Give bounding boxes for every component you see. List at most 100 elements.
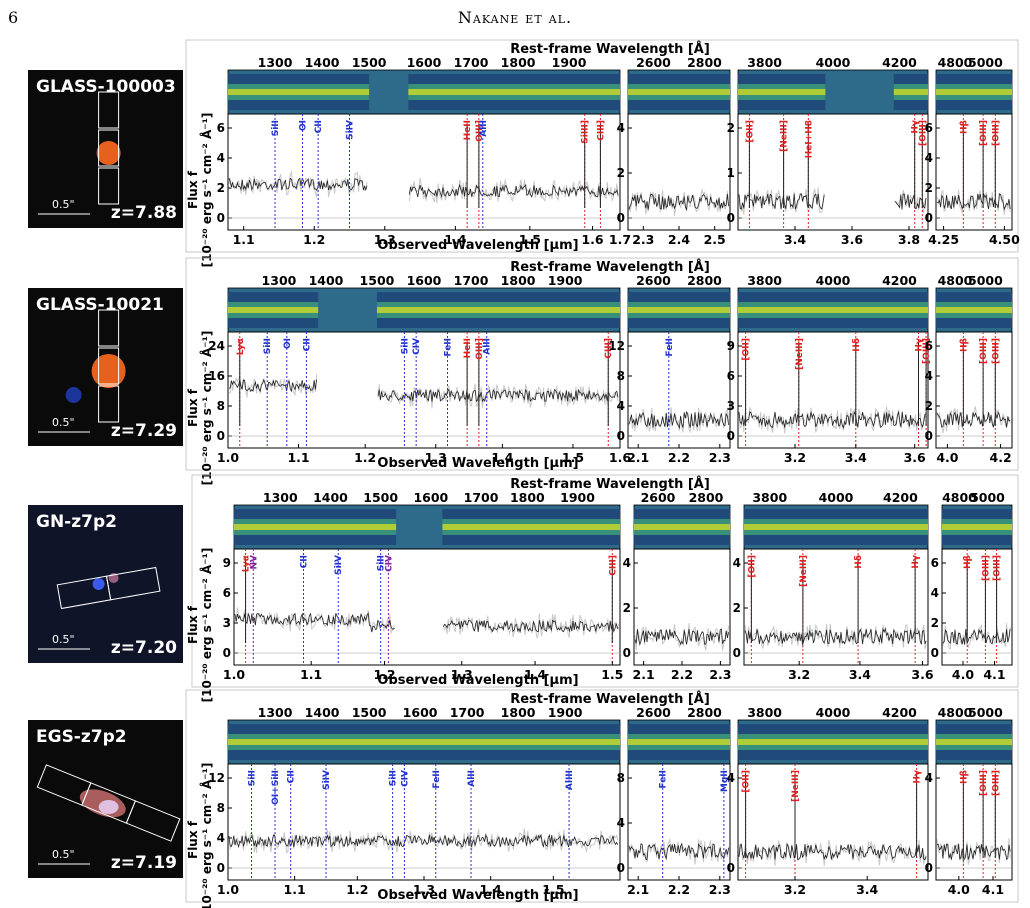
flux-axis-label: Flux f [10⁻²⁰ erg s⁻¹ cm⁻² Å⁻¹] xyxy=(186,548,214,703)
obs-tick-label: 1.2 xyxy=(346,882,368,897)
y-tick-label: 6 xyxy=(931,556,939,570)
y-tick-label: 0 xyxy=(925,429,933,443)
twod-trace xyxy=(376,307,620,313)
spectrum-axes xyxy=(935,113,1013,231)
line-label: SiII xyxy=(248,770,258,786)
spectrum-error xyxy=(634,623,730,651)
obs-tick-label: 2.1 xyxy=(633,667,655,682)
slit-box xyxy=(125,800,181,842)
line-label: FeII xyxy=(432,770,442,789)
rest-tick-label: 1900 xyxy=(552,55,587,70)
obs-tick-label: 3.4 xyxy=(849,667,871,682)
obs-tick-label: 2.3 xyxy=(632,232,654,247)
y-tick-label: 4 xyxy=(217,831,225,845)
spectrum-panel-3: 3800 4000 4200 0 4 [OII] [NeIII] Hγ 3.2 3.4 xyxy=(727,705,929,897)
spectrum-trace xyxy=(738,842,927,861)
spectrum-trace xyxy=(744,627,927,645)
twod-trace xyxy=(738,89,826,95)
rest-tick-label: 1300 xyxy=(263,490,298,505)
line-label: AlII xyxy=(479,120,489,137)
line-label: Hβ xyxy=(959,337,969,352)
spectrum-axes xyxy=(227,763,621,881)
spectrum-panel-2: 2600 2800 0 2 4 2.1 2.2 2.3 xyxy=(623,490,732,682)
spectrum-trace xyxy=(443,619,619,634)
galaxy-thumbnail: EGS-z7p2 z=7.19 0.5" xyxy=(28,720,183,878)
line-label: [NeIII] xyxy=(791,770,801,802)
y-tick-label: 4 xyxy=(617,816,625,830)
y-tick-label: 2 xyxy=(931,616,939,630)
y-tick-label: 6 xyxy=(925,121,933,135)
rest-tick-label: 1600 xyxy=(407,55,442,70)
redshift-label: z=7.88 xyxy=(111,203,177,223)
obs-tick-label: 4.25 xyxy=(928,232,959,247)
y-tick-label: 0 xyxy=(727,861,735,875)
y-tick-label: 2 xyxy=(623,601,631,615)
line-label: Hδ xyxy=(854,555,864,569)
line-label: SiIV xyxy=(334,555,344,575)
twod-trace xyxy=(408,89,620,95)
spectrum-trace xyxy=(942,628,1011,645)
line-label: CIII] xyxy=(596,120,606,141)
y-tick-label: 2 xyxy=(727,121,735,135)
thumbnail-background xyxy=(28,505,183,663)
y-tick-label: 6 xyxy=(217,121,225,135)
line-label: OIII] xyxy=(475,338,485,360)
obs-tick-label: 1.5 xyxy=(601,667,623,682)
y-tick-label: 0 xyxy=(217,429,225,443)
y-tick-label: 0 xyxy=(223,646,231,660)
y-tick-label: 24 xyxy=(208,339,225,353)
twod-trace xyxy=(936,89,1012,95)
flux-label-line1: Flux f xyxy=(186,820,200,859)
line-label: [NeIII] xyxy=(799,555,809,587)
spectrum-axes xyxy=(737,331,929,449)
rest-tick-label: 5000 xyxy=(968,55,1003,70)
obs-tick-label: 2.3 xyxy=(709,667,731,682)
spectrum-trace xyxy=(936,410,1011,428)
twod-trace xyxy=(628,739,730,745)
obs-tick-label: 4.0 xyxy=(948,882,970,897)
spectrum-axes xyxy=(627,763,731,881)
twod-trace xyxy=(936,307,1012,313)
spectrum-panel-3: 3800 4000 4200 0 2 4 [OII] [NeIII] Hδ Hγ 3.2 3.4 3.6 xyxy=(733,490,934,682)
spectrum-axes xyxy=(627,113,731,231)
y-tick-label: 2 xyxy=(925,399,933,413)
redshift-label: z=7.29 xyxy=(111,421,177,441)
line-label: SiIV xyxy=(346,120,356,140)
spectrum-panel-2: 2600 2800 0 4 8 FeII MgII 2.1 2.2 2.3 xyxy=(617,705,731,897)
spectrum-trace xyxy=(234,612,395,632)
obs-tick-label: 2.3 xyxy=(709,882,731,897)
spectrum-error xyxy=(228,170,368,199)
line-label: [NeIII] xyxy=(795,338,805,370)
obs-tick-label: 1.4 xyxy=(480,882,502,897)
y-tick-label: 8 xyxy=(617,771,625,785)
y-tick-label: 8 xyxy=(617,369,625,383)
line-label: NV xyxy=(249,555,259,570)
line-label: SiII xyxy=(263,338,273,354)
line-label: Hβ xyxy=(959,769,969,784)
y-tick-label: 0 xyxy=(217,861,225,875)
galaxy-thumbnail: GN-z7p2 z=7.20 0.5" xyxy=(28,505,183,663)
flux-label-line2: [10⁻²⁰ erg s⁻¹ cm⁻² Å⁻¹] xyxy=(199,548,214,703)
rest-tick-label: 2800 xyxy=(689,490,724,505)
y-tick-label: 0 xyxy=(617,211,625,225)
galaxy-blob xyxy=(98,800,119,814)
rest-tick-label: 1800 xyxy=(501,705,536,720)
spectrum-trace xyxy=(936,843,1011,861)
y-tick-label: 4 xyxy=(727,771,735,785)
line-label: [OIII] xyxy=(993,555,1003,581)
obs-tick-label: 4.0 xyxy=(936,450,958,465)
rest-tick-label: 1400 xyxy=(313,490,348,505)
observed-axis-label: Observed Wavelength [μm] xyxy=(377,456,578,471)
obs-tick-label: 2.2 xyxy=(671,667,693,682)
spectrum-trace xyxy=(228,378,317,393)
spectrum-axes xyxy=(633,548,731,666)
y-tick-label: 4 xyxy=(617,399,625,413)
slit-box xyxy=(98,347,120,385)
y-tick-label: 0 xyxy=(925,861,933,875)
obs-tick-label: 1.1 xyxy=(300,667,322,682)
figure-row-glass-100003: GLASS-100003 z=7.88 0.5" Rest-frame Wavelen… xyxy=(28,39,1020,267)
y-tick-label: 4 xyxy=(733,556,741,570)
obs-tick-label: 4.2 xyxy=(990,450,1012,465)
